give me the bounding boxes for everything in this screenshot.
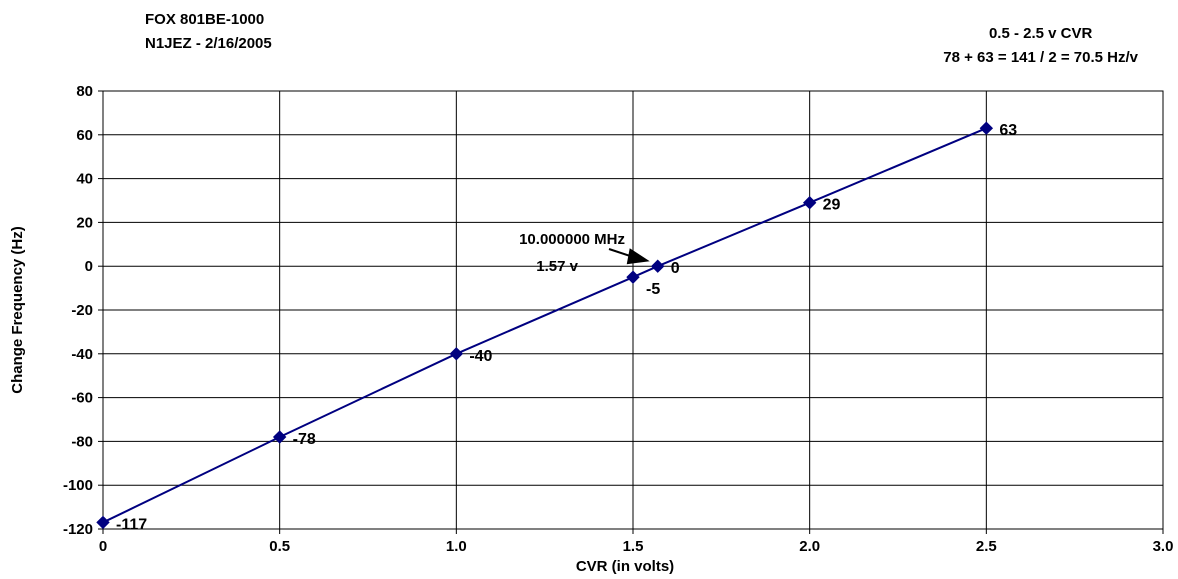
data-point-marker [626, 270, 640, 284]
annotation-layer: 10.000000 MHz 1.57 v [519, 231, 650, 275]
chart-title-line1: FOX 801BE-1000 [145, 11, 265, 28]
data-label: -117 [116, 516, 147, 533]
y-axis-title: Change Frequency (Hz) [9, 226, 26, 394]
annotation-text-line1: 10.000000 MHz [519, 231, 625, 248]
data-point-marker [802, 195, 817, 210]
chart-title-block: FOX 801BE-1000 N1JEZ - 2/16/2005 [145, 8, 272, 56]
x-tick-label: 1.5 [623, 538, 644, 555]
y-tick-label: 60 [76, 127, 93, 144]
y-tick-label: -100 [63, 477, 93, 494]
y-tick-label: -20 [71, 302, 93, 319]
data-point-marker [979, 121, 994, 135]
data-label: -5 [646, 281, 660, 298]
x-tick-label: 2.5 [976, 538, 997, 555]
x-tick-label: 2.0 [799, 538, 820, 555]
y-tick-label: -120 [63, 521, 93, 538]
data-label: 63 [999, 122, 1017, 139]
data-point-marker [651, 259, 665, 273]
chart-title-line2: N1JEZ - 2/16/2005 [145, 35, 272, 52]
x-tick-label: 1.0 [446, 538, 467, 555]
annotation-text-line2: 1.57 v [536, 258, 578, 275]
x-tick-label: 3.0 [1153, 538, 1174, 555]
chart-subtitle-line2: 78 + 63 = 141 / 2 = 70.5 Hz/v [943, 49, 1138, 66]
x-tick-label: 0.5 [269, 538, 290, 555]
y-tick-label: 0 [85, 258, 93, 275]
data-label: -78 [293, 431, 316, 448]
series-layer [96, 121, 994, 530]
label-layer: -117 -78 -40 -5 0 29 63 [116, 122, 1017, 533]
y-tick-label: 20 [76, 214, 93, 231]
data-point-marker [449, 347, 464, 361]
data-label: 29 [823, 197, 841, 214]
data-label: -40 [469, 348, 492, 365]
data-point-marker [272, 430, 287, 444]
data-label: 0 [671, 260, 680, 277]
x-axis-title: CVR (in volts) [576, 558, 674, 575]
x-tick-label: 0 [99, 538, 107, 555]
y-tick-label: -60 [71, 390, 93, 407]
grid-layer [102, 90, 1164, 530]
chart-subtitle-block: 0.5 - 2.5 v CVR 78 + 63 = 141 / 2 = 70.5… [943, 22, 1138, 70]
y-tick-label: 80 [76, 83, 93, 100]
axis-layer: 80 60 40 20 0 -20 -40 -60 -80 -100 -120 0 0.5 1.0 1.5 2… [9, 83, 1173, 575]
annotation-arrow-head [626, 248, 650, 265]
chart-subtitle-line1: 0.5 - 2.5 v CVR [988, 25, 1093, 42]
y-tick-label: 40 [76, 171, 93, 188]
y-tick-label: -80 [71, 433, 93, 450]
data-point-marker [96, 515, 110, 530]
y-tick-label: -40 [71, 346, 93, 363]
